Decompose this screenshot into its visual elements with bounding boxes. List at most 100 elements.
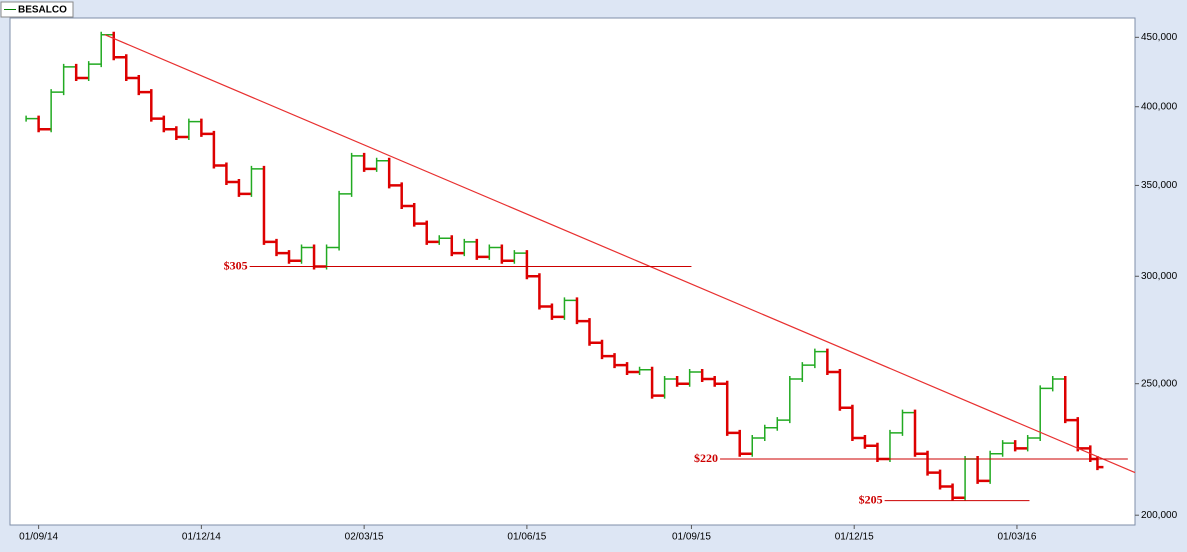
price-bar <box>150 89 164 122</box>
price-bar <box>37 115 52 133</box>
price-bar <box>488 244 502 260</box>
price-bar <box>638 366 653 376</box>
support-label: $305 <box>224 258 248 272</box>
price-bar <box>262 165 277 245</box>
price-bar <box>826 348 840 376</box>
y-tick-label: 400,000 <box>1141 101 1178 112</box>
price-bar <box>212 130 227 169</box>
price-bar <box>475 238 490 260</box>
y-tick-label: 300,000 <box>1141 271 1178 282</box>
y-tick-label: 200,000 <box>1141 510 1178 521</box>
price-bar <box>1001 440 1016 457</box>
price-bar <box>700 369 715 383</box>
price-bar <box>563 297 577 320</box>
price-bar <box>100 31 114 68</box>
price-bar <box>1051 376 1066 392</box>
price-bar <box>650 366 665 399</box>
price-bar <box>62 63 77 96</box>
price-bar <box>575 297 590 325</box>
price-bar <box>350 152 365 197</box>
price-bar <box>325 244 340 270</box>
price-bar <box>1064 376 1078 424</box>
price-bar <box>764 424 778 441</box>
price-bar <box>863 434 878 449</box>
price-bar <box>74 63 89 81</box>
price-bar <box>188 118 202 140</box>
price-bar <box>237 179 252 197</box>
price-bar <box>1076 417 1091 452</box>
support-label: $205 <box>859 492 883 506</box>
price-bar <box>250 165 264 197</box>
y-tick-label: 250,000 <box>1141 378 1178 389</box>
x-tick-label: 02/03/15 <box>345 532 384 543</box>
price-bar <box>175 126 189 140</box>
price-bar <box>275 238 290 257</box>
x-tick-label: 01/09/15 <box>672 532 711 543</box>
price-bar <box>450 235 465 257</box>
price-bar <box>112 31 127 61</box>
price-bar <box>713 376 728 387</box>
price-bar <box>613 353 628 369</box>
price-bar <box>1013 440 1028 452</box>
price-bar <box>938 469 953 490</box>
price-bar <box>789 376 803 424</box>
price-bar <box>725 380 740 436</box>
price-bar <box>1096 456 1104 471</box>
price-bar <box>438 235 452 245</box>
x-tick-label: 01/06/15 <box>507 532 546 543</box>
price-bar <box>913 409 928 457</box>
price-bar <box>525 250 540 280</box>
price-bar <box>600 339 615 360</box>
price-bar <box>688 369 703 387</box>
price-bar <box>776 417 790 431</box>
price-bar <box>889 429 903 463</box>
price-bar <box>137 74 152 96</box>
price-bar <box>125 54 139 81</box>
price-bar <box>751 434 765 457</box>
trend-line <box>104 34 1136 474</box>
price-bar <box>588 318 603 346</box>
price-bar <box>1026 434 1041 452</box>
y-tick-label: 350,000 <box>1141 180 1178 191</box>
price-bar <box>901 409 916 436</box>
price-bar <box>362 152 377 172</box>
price-bar <box>500 244 515 264</box>
price-bar <box>550 303 565 320</box>
price-bar <box>851 404 865 441</box>
x-tick-label: 01/12/15 <box>835 532 874 543</box>
price-bar <box>287 250 302 264</box>
price-bar <box>425 220 440 245</box>
y-tick-label: 450,000 <box>1141 32 1178 43</box>
price-bar <box>738 429 753 457</box>
legend-label: BESALCO <box>18 5 67 16</box>
support-label: $220 <box>694 451 718 465</box>
price-bar <box>663 376 678 399</box>
price-bar <box>989 450 1003 484</box>
price-bar <box>387 157 402 189</box>
price-bar <box>814 348 828 369</box>
price-bar <box>412 202 427 227</box>
price-bar <box>375 157 390 172</box>
price-bar <box>338 190 352 251</box>
price-bar <box>538 273 552 310</box>
price-bar <box>838 369 853 411</box>
price-bar <box>400 182 415 209</box>
price-bar <box>50 89 64 133</box>
price-bar <box>951 483 966 501</box>
plot-area <box>9 17 1136 526</box>
price-bar <box>801 362 815 383</box>
price-bar <box>200 118 214 137</box>
price-bar <box>87 61 102 81</box>
x-tick-label: 01/12/14 <box>182 532 221 543</box>
price-bar <box>300 244 315 264</box>
price-bar <box>25 115 39 122</box>
price-bar <box>463 238 477 257</box>
x-tick-label: 01/03/16 <box>997 532 1036 543</box>
legend-box <box>0 1 74 18</box>
price-bar <box>625 362 640 376</box>
price-bar <box>225 162 239 186</box>
x-tick-label: 01/09/14 <box>19 532 58 543</box>
price-bar <box>162 115 177 133</box>
